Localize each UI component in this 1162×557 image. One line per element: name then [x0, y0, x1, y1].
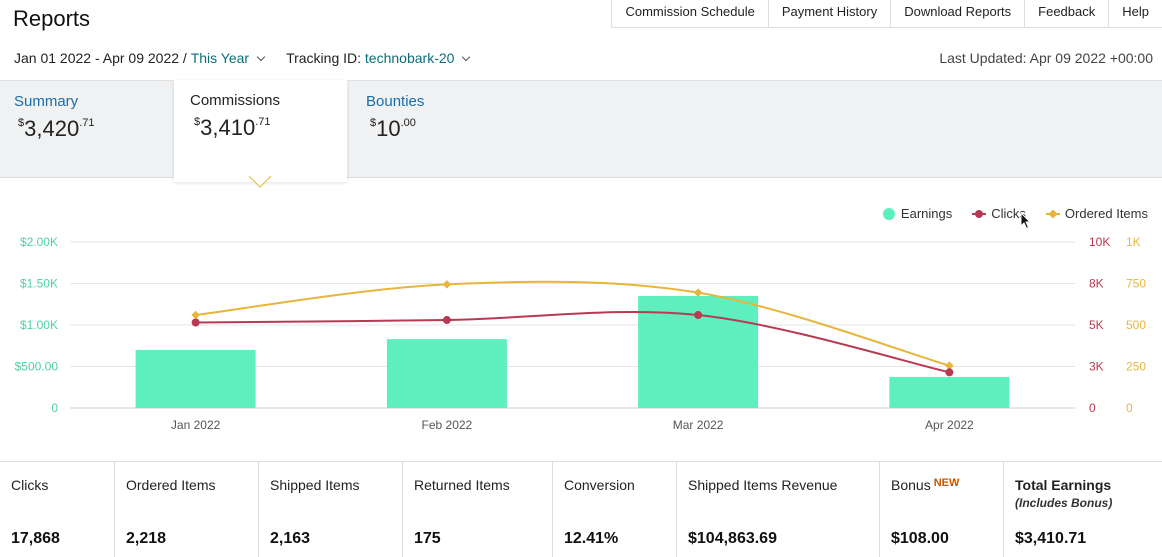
clicks-line: [195, 310, 950, 374]
total-earnings-note: (Includes Bonus): [1015, 496, 1113, 510]
items-axis-tick: 750: [1126, 277, 1146, 291]
earnings-bar: [135, 349, 256, 408]
ordered-items-point: [693, 288, 703, 297]
left-axis-tick: $500.00: [15, 360, 59, 374]
stat-clicks: Clicks 17,868: [0, 462, 115, 557]
clicks-axis-tick: 0: [1089, 401, 1096, 415]
legend-earnings-swatch: [882, 207, 895, 220]
stat-shipped-items: Shipped Items 2,163: [259, 462, 403, 557]
active-tab-pointer-icon: [249, 176, 271, 188]
clicks-point: [442, 316, 451, 325]
period-dropdown[interactable]: This Year: [190, 50, 250, 66]
legend-clicks[interactable]: Clicks: [972, 206, 1026, 221]
items-axis-tick: 250: [1126, 360, 1146, 374]
clicks-axis-tick: 8K: [1089, 277, 1104, 291]
clicks-axis-tick: 10K: [1089, 235, 1110, 249]
stat-shipped-revenue: Shipped Items Revenue $104,863.69: [677, 462, 880, 557]
earnings-chart: 0 0 0 $500.00 3K 250 $1.00K 5K 500 $1.50K 8K 750 $2.…: [15, 235, 1147, 432]
clicks-point: [191, 318, 200, 327]
chevron-down-icon[interactable]: [462, 52, 471, 61]
tab-summary[interactable]: Summary $3,420.71: [14, 81, 94, 179]
stat-conversion: Conversion 12.41%: [553, 462, 677, 557]
stats-bar: Clicks 17,868 Ordered Items 2,218 Shippe…: [0, 461, 1162, 557]
report-filters: Jan 01 2022 - Apr 09 2022 / This Year Tr…: [14, 50, 471, 66]
clicks-axis-tick: 3K: [1089, 360, 1104, 374]
commission-schedule-link[interactable]: Commission Schedule: [612, 0, 769, 27]
stat-total-earnings: Total Earnings (Includes Bonus) $3,410.7…: [1004, 462, 1162, 557]
tab-commissions-label: Commissions: [190, 92, 281, 109]
earnings-bar: [386, 339, 507, 408]
stat-ordered-items: Ordered Items 2,218: [115, 462, 259, 557]
left-axis-tick: $1.50K: [20, 277, 58, 291]
download-reports-link[interactable]: Download Reports: [891, 0, 1026, 27]
tracking-id-dropdown[interactable]: technobark-20: [364, 50, 455, 66]
tab-commissions-value: $3,410.71: [194, 115, 271, 140]
payment-history-link[interactable]: Payment History: [769, 0, 892, 27]
page-title: Reports: [13, 6, 91, 31]
tab-bounties-value: $10.00: [370, 116, 416, 141]
new-badge: NEW: [933, 477, 960, 489]
help-link[interactable]: Help: [1122, 4, 1149, 19]
ordered-items-point: [442, 280, 452, 289]
tab-bounties[interactable]: Bounties $10.00: [366, 81, 424, 179]
clicks-axis-tick: 5K: [1089, 318, 1104, 332]
report-tabs: Summary $3,420.71 Commissions $3,410.71 …: [0, 80, 1162, 182]
stat-clicks-value: 17,868: [11, 530, 60, 547]
date-range: Jan 01 2022 - Apr 09 2022 /: [14, 50, 187, 66]
clicks-point: [945, 368, 954, 377]
top-nav: Commission Schedule Payment History Down…: [611, 0, 1162, 28]
stat-ordered-items-value: 2,218: [126, 530, 167, 547]
legend-ordered-items-swatch: [1045, 208, 1060, 219]
stat-returned-items: Returned Items 175: [403, 462, 553, 557]
items-axis-tick: 1K: [1126, 235, 1141, 249]
earnings-bar: [889, 376, 1010, 408]
tab-commissions[interactable]: Commissions $3,410.71: [174, 80, 347, 182]
items-axis-tick: 0: [1126, 401, 1133, 415]
clicks-point: [694, 311, 703, 320]
left-axis-tick: $1.00K: [20, 318, 58, 332]
tab-bounties-label: Bounties: [366, 93, 425, 110]
ordered-items-line: [195, 280, 950, 367]
stat-bonus-value: $108.00: [891, 530, 949, 547]
last-updated: Last Updated: Apr 09 2022 +00:00: [939, 50, 1153, 66]
stat-total-earnings-value: $3,410.71: [1015, 530, 1087, 547]
tab-summary-value: $3,420.71: [18, 116, 95, 141]
tracking-id-label: Tracking ID:: [286, 50, 362, 66]
x-axis-tick: Feb 2022: [422, 418, 473, 432]
x-axis-tick: Jan 2022: [171, 418, 221, 432]
mouse-cursor-icon: [1020, 212, 1032, 230]
stat-returned-items-value: 175: [414, 530, 441, 547]
chevron-down-icon[interactable]: [256, 52, 266, 61]
chart-legend: Earnings Clicks Ordered Items: [863, 206, 1148, 221]
items-axis-tick: 500: [1126, 318, 1146, 332]
left-axis-tick: $2.00K: [20, 235, 58, 249]
legend-earnings[interactable]: Earnings: [882, 206, 952, 221]
feedback-link[interactable]: Feedback: [1025, 0, 1110, 27]
left-axis-tick: 0: [51, 401, 58, 415]
ordered-items-point: [191, 310, 200, 320]
x-axis-tick: Apr 2022: [925, 418, 974, 432]
legend-ordered-items[interactable]: Ordered Items: [1045, 206, 1148, 221]
x-axis-tick: Mar 2022: [673, 418, 724, 432]
stat-conversion-value: 12.41%: [564, 530, 619, 547]
legend-clicks-swatch: [972, 209, 987, 218]
stat-shipped-revenue-value: $104,863.69: [688, 530, 777, 547]
tab-summary-label: Summary: [14, 93, 79, 110]
stat-shipped-items-value: 2,163: [270, 530, 311, 547]
stat-bonus: Bonus NEW $108.00: [880, 462, 1004, 557]
